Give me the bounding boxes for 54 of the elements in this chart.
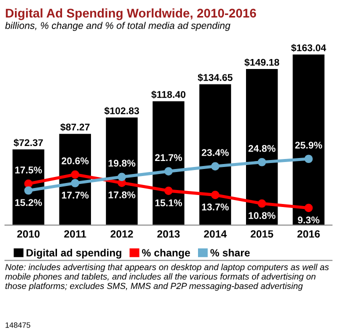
data-label: $163.04 xyxy=(291,44,326,52)
point xyxy=(24,186,33,195)
data-label: $72.37 xyxy=(14,138,43,147)
bar xyxy=(106,118,138,226)
bar xyxy=(152,101,184,226)
data-label: 10.8% xyxy=(248,212,276,219)
data-label: 20.6% xyxy=(62,157,89,164)
legend-label: Digital ad spending xyxy=(26,248,122,259)
point xyxy=(304,204,313,212)
bar xyxy=(59,134,91,226)
bar xyxy=(199,84,232,226)
data-label: 17.7% xyxy=(62,192,89,199)
bar xyxy=(292,54,324,226)
legend-label: % change xyxy=(142,248,190,259)
data-label: 17.5% xyxy=(15,166,42,174)
x-tick-label: 2016 xyxy=(297,230,320,238)
data-label: 17.8% xyxy=(108,191,136,198)
data-label: $102.83 xyxy=(104,106,140,115)
data-label: 24.8% xyxy=(248,144,276,152)
point xyxy=(211,162,220,170)
point xyxy=(70,170,80,179)
data-label: 21.7% xyxy=(155,154,182,162)
data-label: 9.3% xyxy=(298,216,320,224)
point xyxy=(118,172,126,182)
x-tick-label: 2015 xyxy=(250,230,274,238)
data-label: 23.4% xyxy=(202,149,229,156)
x-tick-label: 2013 xyxy=(157,230,180,238)
bar xyxy=(246,69,278,226)
chart-subtitle: billions, % change and % of total media ad spending xyxy=(5,22,230,31)
data-label: $87.27 xyxy=(60,123,90,132)
data-label: 25.9% xyxy=(295,142,322,149)
point xyxy=(24,180,33,188)
data-label: 15.1% xyxy=(155,199,182,206)
data-label: $149.18 xyxy=(244,58,280,66)
bar xyxy=(12,149,44,226)
x-tick-label: 2011 xyxy=(64,230,86,238)
data-label: 19.8% xyxy=(108,160,136,167)
x-tick-label: 2014 xyxy=(204,230,227,238)
point xyxy=(258,199,266,208)
point xyxy=(258,158,266,166)
point xyxy=(304,154,313,164)
point xyxy=(211,190,220,200)
point xyxy=(164,186,173,195)
chart-title: Digital Ad Spending Worldwide, 2010-2016 xyxy=(6,8,256,20)
x-tick-label: 2010 xyxy=(17,230,40,238)
x-tick-label: 2012 xyxy=(110,230,133,238)
text: Note: includes advertising that appears on desktop and laptop computers as well as mobile phones and tablets, and includes all the various formats of advertising on those platforms; excludes SMS, MMS and P2P messaging-based advertising xyxy=(5,264,329,291)
data-label: $134.65 xyxy=(198,74,232,82)
data-label: 15.2% xyxy=(15,199,42,206)
point xyxy=(70,178,80,188)
data-label: $118.40 xyxy=(151,90,186,99)
legend-label: % share xyxy=(210,248,250,256)
data-label: 13.7% xyxy=(202,204,229,210)
point xyxy=(164,167,173,176)
